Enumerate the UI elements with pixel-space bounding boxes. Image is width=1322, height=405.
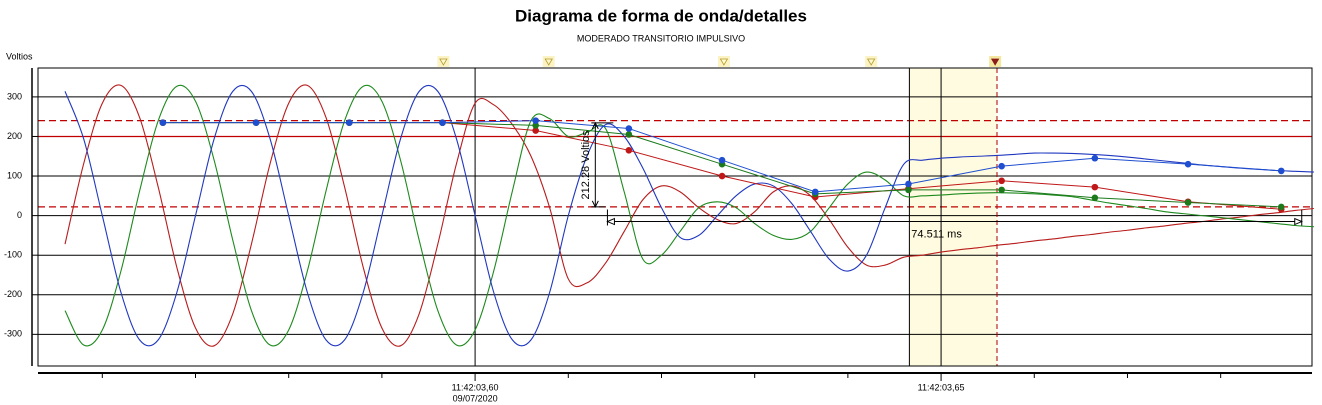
trend-dot — [905, 180, 912, 188]
waveform — [64, 84, 1314, 347]
arrow-head — [606, 209, 1304, 226]
trend-dot — [532, 117, 539, 124]
trend-dot — [625, 131, 633, 138]
y-axis-label: Voltios — [6, 51, 33, 61]
y-tick-label: 200 — [7, 131, 22, 141]
trend-dot — [252, 119, 260, 126]
trend-dot — [1184, 160, 1192, 168]
chart-subtitle: MODERADO TRANSITORIO IMPULSIVO — [577, 33, 745, 43]
trend-dot — [905, 186, 912, 194]
event-marker — [719, 58, 729, 66]
trend-dot — [1091, 183, 1099, 191]
waveform — [64, 84, 1314, 347]
trend-dot — [998, 162, 1005, 170]
event-marker — [439, 58, 448, 66]
y-tick-label: -200 — [4, 289, 22, 299]
trend-dot — [1184, 199, 1192, 206]
trend-dot — [1277, 167, 1285, 175]
time-label: 74.511 ms — [911, 228, 962, 240]
trend-dot — [998, 177, 1005, 185]
y-tick-label: 100 — [7, 170, 22, 180]
chart-title: Diagrama de forma de onda/detalles — [515, 6, 807, 25]
event-marker — [866, 58, 876, 66]
amplitude-label: 212.28 Voltios — [580, 130, 592, 200]
trend-dot — [1091, 154, 1099, 162]
trend-dot — [811, 188, 819, 196]
y-tick-label: -300 — [4, 329, 22, 339]
y-tick-label: -100 — [4, 250, 22, 260]
waveform — [64, 84, 1314, 347]
trend-dot — [1277, 203, 1285, 211]
plot-frame — [37, 67, 1313, 367]
x-date-label: 09/07/2020 — [453, 393, 498, 403]
trend-dot — [532, 127, 539, 134]
trend-dot — [718, 156, 726, 164]
trend-dot — [532, 122, 539, 129]
event-marker — [544, 58, 553, 66]
trend-dot — [625, 125, 633, 132]
highlight-region — [909, 68, 997, 366]
trend-dot — [718, 172, 726, 180]
trend-dot — [625, 147, 633, 154]
event-marker — [990, 58, 1000, 66]
trend-dot — [345, 119, 353, 126]
y-tick-label: 0 — [17, 210, 22, 220]
arrow-head — [591, 121, 614, 209]
x-tick-label: 11:42:03,65 — [918, 382, 965, 392]
trend-dot — [439, 119, 446, 126]
x-tick-label: 11:42:03,60 — [452, 382, 499, 392]
trend-dot — [159, 119, 167, 126]
y-tick-label: 300 — [7, 91, 22, 101]
trend-dot — [1091, 194, 1099, 202]
trend-dot — [998, 186, 1005, 194]
